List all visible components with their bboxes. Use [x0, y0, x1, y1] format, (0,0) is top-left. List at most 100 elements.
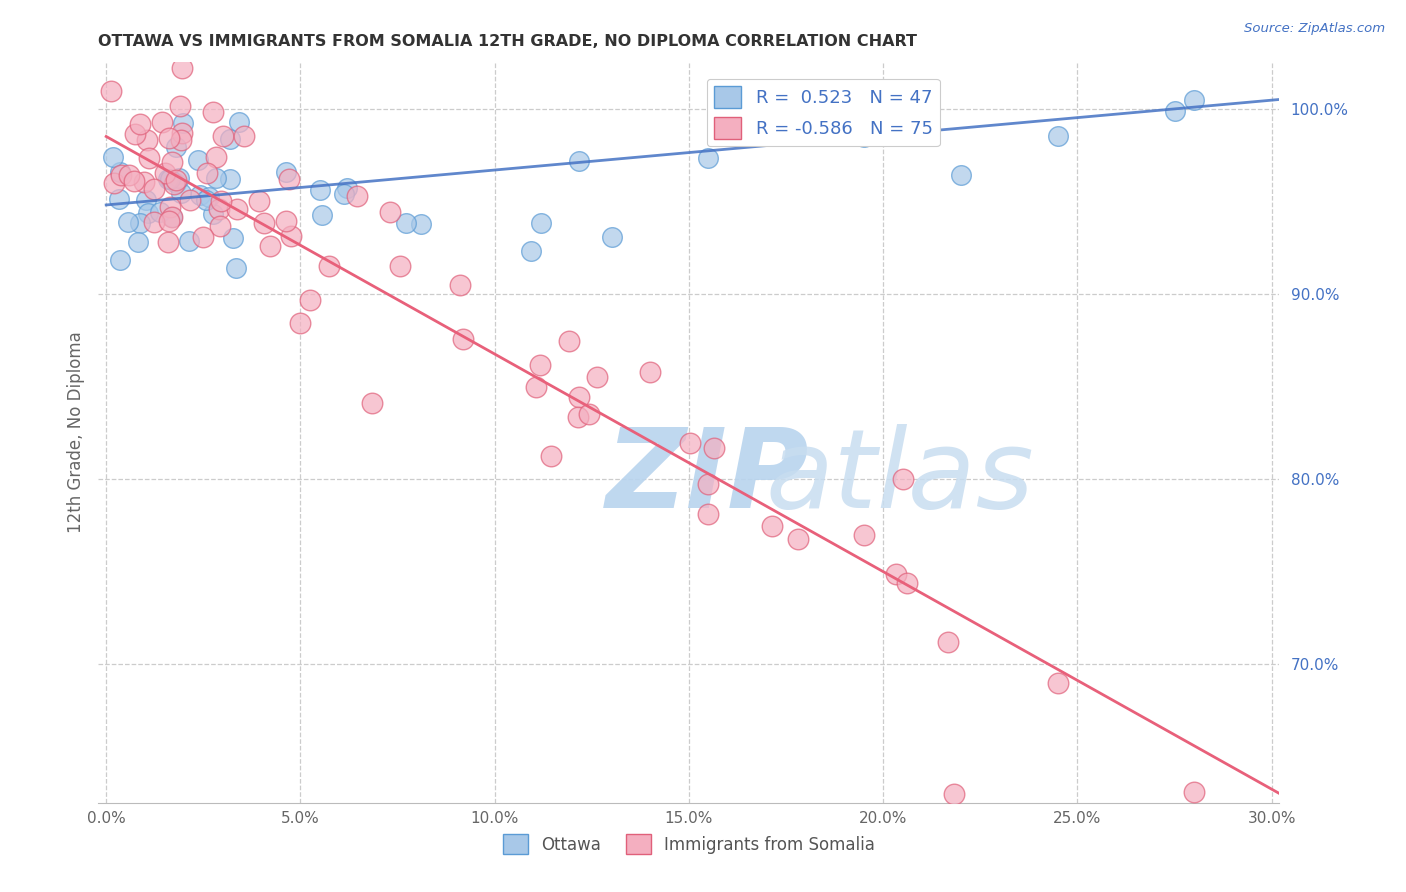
Point	[159, 172, 181, 186]
Point	[943, 787, 966, 801]
Y-axis label: 12th Grade, No Diploma: 12th Grade, No Diploma	[66, 332, 84, 533]
Point	[896, 576, 918, 591]
Point	[170, 126, 193, 140]
Legend: Ottawa, Immigrants from Somalia: Ottawa, Immigrants from Somalia	[496, 828, 882, 861]
Point	[232, 129, 254, 144]
Point	[259, 239, 281, 253]
Point	[160, 211, 183, 225]
Point	[172, 116, 194, 130]
Point	[936, 635, 959, 649]
Point	[852, 528, 875, 542]
Point	[578, 407, 600, 421]
Point	[159, 214, 181, 228]
Point	[205, 170, 228, 185]
Point	[132, 175, 155, 189]
Point	[1046, 676, 1070, 690]
Point	[253, 216, 276, 230]
Point	[129, 216, 152, 230]
Point	[852, 130, 875, 145]
Point	[124, 174, 146, 188]
Point	[108, 253, 131, 268]
Point	[160, 155, 183, 169]
Point	[110, 168, 132, 182]
Point	[142, 182, 165, 196]
Point	[157, 235, 180, 250]
Point	[127, 235, 149, 249]
Point	[395, 216, 418, 230]
Point	[222, 231, 245, 245]
Point	[411, 217, 433, 231]
Point	[150, 115, 173, 129]
Point	[165, 140, 187, 154]
Point	[153, 166, 176, 180]
Point	[135, 193, 157, 207]
Point	[679, 436, 702, 450]
Point	[187, 153, 209, 168]
Point	[568, 153, 591, 168]
Text: atlas: atlas	[766, 424, 1035, 531]
Point	[568, 390, 591, 404]
Point	[290, 316, 312, 330]
Point	[274, 214, 297, 228]
Point	[1182, 93, 1205, 107]
Point	[143, 215, 166, 229]
Point	[567, 410, 589, 425]
Text: OTTAWA VS IMMIGRANTS FROM SOMALIA 12TH GRADE, NO DIPLOMA CORRELATION CHART: OTTAWA VS IMMIGRANTS FROM SOMALIA 12TH G…	[98, 34, 918, 49]
Point	[107, 192, 129, 206]
Point	[207, 202, 229, 216]
Point	[103, 177, 125, 191]
Point	[530, 216, 553, 230]
Point	[449, 278, 471, 293]
Point	[540, 449, 562, 463]
Point	[170, 133, 193, 147]
Point	[520, 244, 543, 258]
Point	[703, 441, 725, 455]
Point	[165, 176, 187, 190]
Point	[194, 194, 217, 208]
Point	[201, 105, 224, 120]
Point	[336, 181, 359, 195]
Point	[311, 208, 333, 222]
Point	[157, 131, 180, 145]
Point	[761, 519, 783, 533]
Point	[247, 194, 270, 208]
Point	[697, 507, 720, 521]
Point	[529, 359, 551, 373]
Point	[170, 61, 193, 75]
Point	[198, 190, 221, 204]
Point	[202, 207, 225, 221]
Point	[949, 168, 972, 182]
Point	[209, 194, 232, 209]
Text: Source: ZipAtlas.com: Source: ZipAtlas.com	[1244, 22, 1385, 36]
Point	[108, 164, 131, 178]
Point	[638, 365, 661, 379]
Point	[318, 260, 340, 274]
Point	[891, 472, 914, 486]
Point	[179, 235, 201, 249]
Point	[1163, 103, 1185, 118]
Point	[159, 200, 181, 214]
Point	[1046, 128, 1070, 143]
Point	[361, 396, 384, 410]
Point	[117, 215, 139, 229]
Point	[524, 380, 547, 394]
Point	[128, 117, 150, 131]
Point	[219, 172, 242, 186]
Point	[389, 259, 412, 273]
Point	[179, 193, 201, 207]
Point	[136, 132, 159, 146]
Point	[787, 532, 810, 546]
Point	[225, 260, 247, 275]
Point	[585, 369, 607, 384]
Point	[277, 171, 299, 186]
Point	[225, 202, 247, 216]
Point	[557, 334, 579, 348]
Point	[378, 205, 401, 219]
Point	[211, 129, 233, 144]
Point	[118, 168, 141, 182]
Point	[219, 131, 242, 145]
Point	[138, 151, 160, 165]
Text: ZIP: ZIP	[606, 424, 810, 531]
Point	[191, 230, 214, 244]
Point	[274, 165, 297, 179]
